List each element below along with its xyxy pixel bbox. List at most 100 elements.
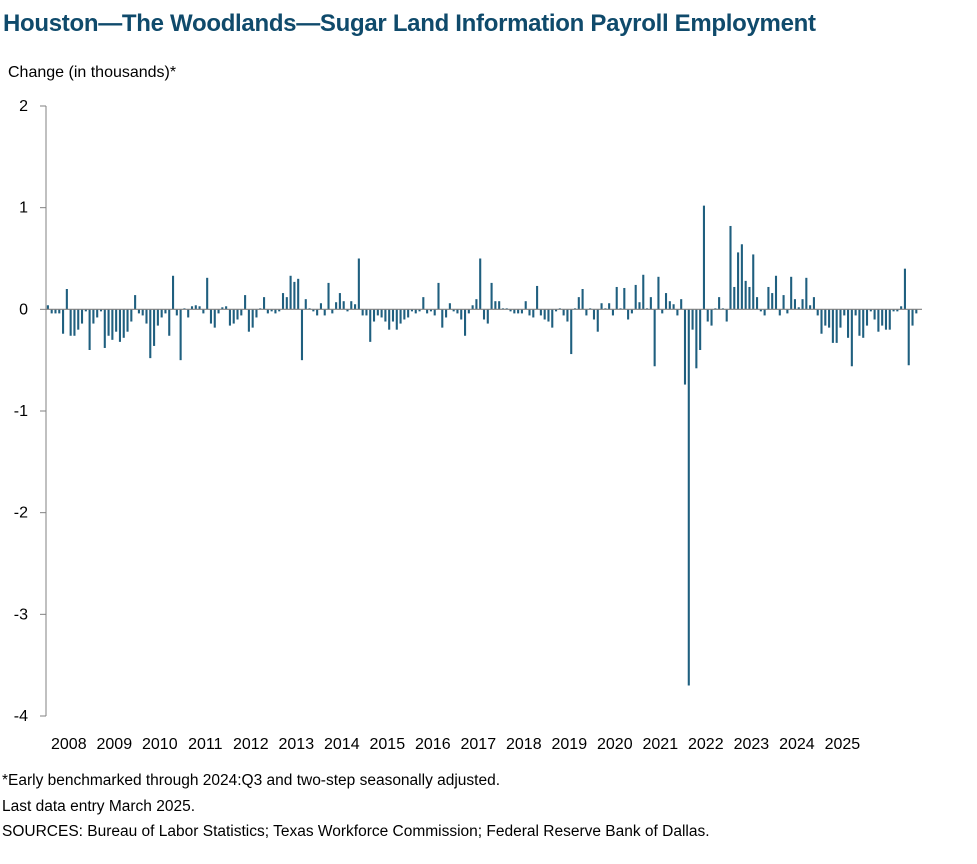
bar (509, 309, 512, 312)
bar (725, 309, 728, 322)
bar (812, 297, 815, 310)
bar (865, 309, 869, 326)
bar (858, 309, 861, 336)
bar (190, 306, 194, 310)
bar (759, 309, 762, 312)
bar (536, 285, 539, 310)
y-axis-label: Change (in thousands)* (8, 64, 177, 81)
bar (824, 309, 827, 326)
bar (881, 309, 884, 326)
bar (767, 286, 770, 310)
bar (464, 309, 467, 336)
bar (915, 309, 918, 314)
footnote-benchmark: *Early benchmarked through 2024:Q3 and t… (2, 772, 501, 789)
bar (335, 302, 338, 310)
bar (884, 309, 888, 330)
bar (771, 293, 774, 310)
bar (206, 277, 209, 310)
bar (513, 309, 516, 314)
bar (828, 309, 831, 328)
bar (414, 309, 417, 314)
bar (445, 309, 448, 318)
bar (843, 309, 846, 316)
bar (498, 301, 501, 310)
bar (107, 309, 110, 336)
bar (683, 309, 687, 385)
bar (907, 309, 910, 366)
bar (228, 309, 231, 326)
bar (96, 309, 99, 318)
bar (357, 258, 360, 310)
bar (611, 309, 614, 316)
bar (520, 309, 523, 314)
bar (217, 309, 220, 314)
bar (65, 289, 68, 310)
bar (687, 309, 690, 686)
bar (638, 302, 641, 310)
x-tick-label: 2018 (506, 736, 542, 753)
x-tick-label: 2014 (324, 736, 360, 753)
bar (676, 309, 679, 316)
bar (134, 295, 137, 310)
bar (281, 293, 285, 310)
bar (418, 309, 421, 312)
bar (122, 309, 125, 338)
x-tick-label: 2017 (461, 736, 497, 753)
bar (350, 301, 353, 310)
bar (702, 205, 705, 310)
bar (73, 309, 76, 336)
bar (740, 244, 743, 310)
x-tick-label: 2008 (51, 736, 87, 753)
bar (903, 268, 906, 310)
bar (911, 309, 914, 326)
bar (820, 309, 823, 334)
bar (137, 309, 140, 314)
bar (888, 309, 891, 330)
bar (517, 309, 520, 314)
bar (289, 275, 292, 310)
bar (627, 309, 630, 320)
footnotes: *Early benchmarked through 2024:Q3 and t… (2, 768, 710, 845)
bar (46, 305, 49, 310)
bar (661, 309, 664, 314)
bar (278, 309, 281, 312)
bar (433, 309, 436, 316)
bar (346, 309, 349, 312)
y-tick-label: 1 (19, 200, 28, 217)
bar (221, 307, 224, 310)
bar (179, 309, 182, 361)
bar (752, 254, 755, 310)
bar (399, 309, 402, 324)
bar (88, 309, 91, 350)
bar (854, 309, 857, 316)
bar (524, 301, 527, 310)
bar (376, 309, 379, 316)
bar (737, 252, 740, 310)
bar (467, 309, 470, 314)
x-tick-labels: 2008 2009 2010 2011 2012 2013 2014 2015 2016 2017… (51, 736, 860, 753)
bar (285, 297, 288, 310)
x-tick-label: 2009 (97, 736, 133, 753)
bar (600, 303, 603, 310)
bar (225, 306, 228, 310)
x-tick-label: 2012 (233, 736, 269, 753)
y-tick-label: -3 (14, 606, 28, 623)
bar (369, 309, 372, 342)
footnote-last-entry: Last data entry March 2025. (2, 797, 196, 815)
bar (153, 309, 156, 346)
bar (156, 309, 159, 326)
bar (149, 309, 152, 359)
bar (80, 309, 84, 324)
bar (270, 309, 273, 312)
bar (448, 303, 451, 310)
x-tick-label: 2016 (415, 736, 451, 753)
bar (657, 276, 660, 310)
y-tick-label: 0 (19, 301, 28, 318)
bar (403, 309, 406, 320)
x-tick-label: 2011 (188, 736, 223, 753)
bar (877, 309, 880, 332)
bar (699, 309, 702, 350)
bar (486, 309, 489, 324)
bar (50, 309, 53, 314)
bar (365, 309, 368, 316)
